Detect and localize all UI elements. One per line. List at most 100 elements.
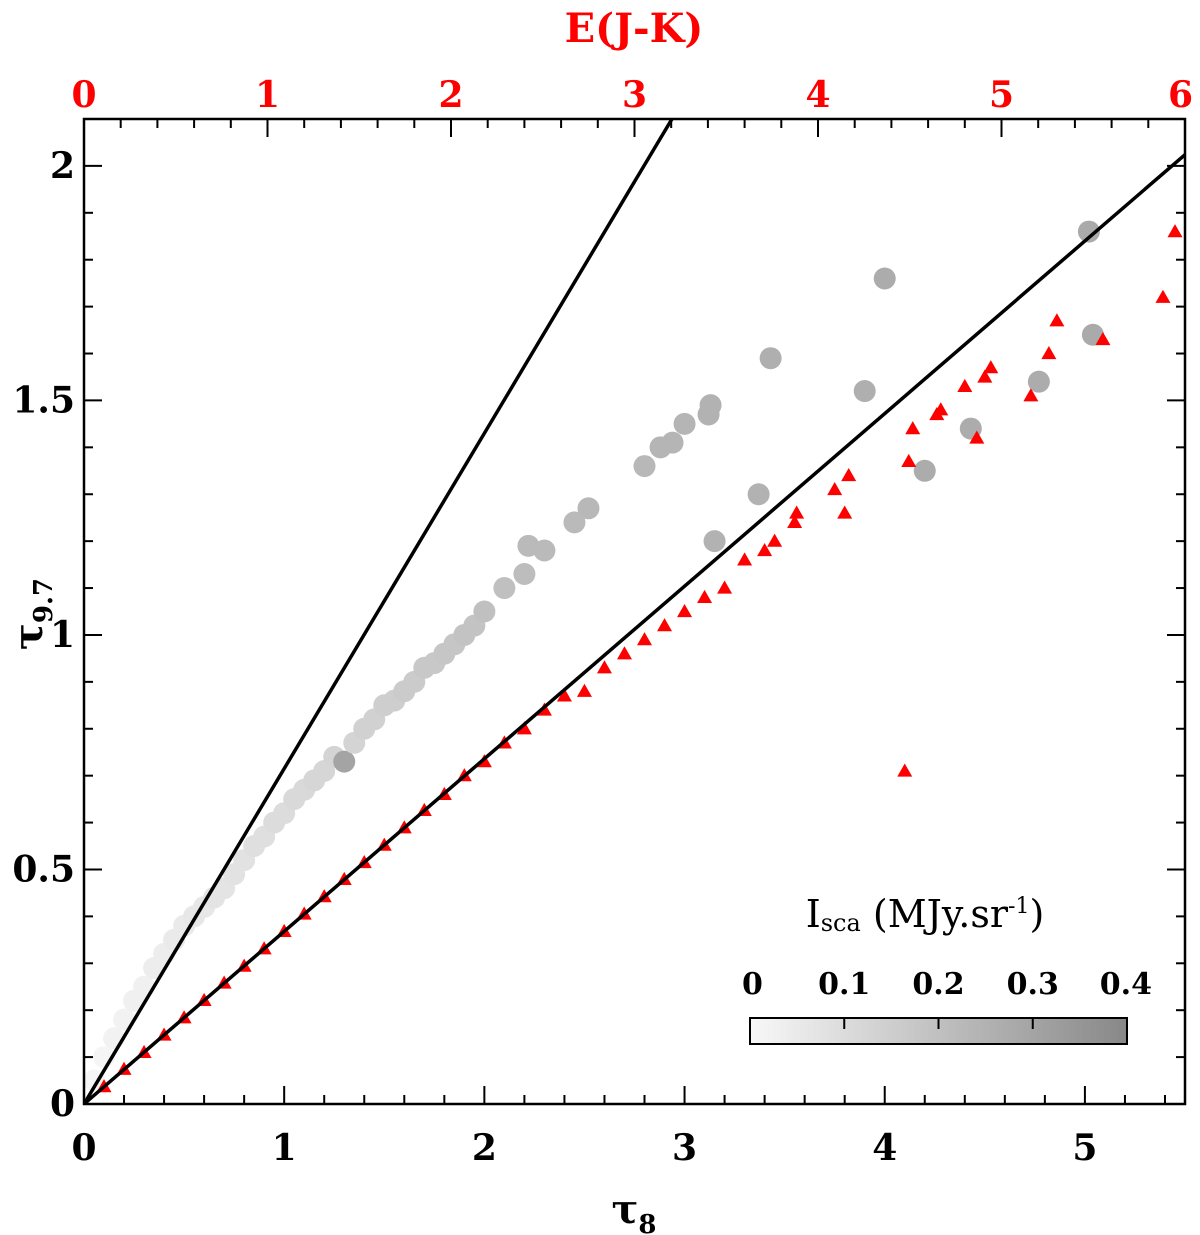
data-point-circle [473, 600, 496, 623]
data-point-circle [533, 539, 556, 562]
axis-ticks [83, 118, 1186, 1105]
data-point-triangle [841, 467, 857, 482]
y-tick-label: 1 [50, 614, 75, 656]
top-x-tick-label: 4 [805, 74, 830, 116]
triangle-series [96, 224, 1183, 1093]
data-point-triangle [933, 402, 949, 416]
colorbar-tick-label: 0.2 [912, 967, 964, 1002]
data-point-circle [513, 562, 536, 585]
y-tick-labels: 0 0.5 1 1.5 2 [12, 145, 75, 1125]
data-point-triangle [516, 721, 532, 735]
colorbar-title-unit-sup: -1 [1008, 894, 1029, 919]
data-point-circle [699, 394, 722, 417]
top-x-tick-label: 2 [438, 74, 463, 116]
data-point-triangle [767, 533, 783, 547]
data-point-triangle [717, 580, 733, 594]
y-tick-label: 0 [50, 1083, 75, 1125]
colorbar-tick-label: 0.3 [1007, 967, 1059, 1002]
y-axis-title-main: τ [5, 623, 52, 650]
data-point-triangle [827, 482, 843, 496]
colorbar-title-main: I [806, 892, 821, 936]
bottom-x-tick-labels: 0 1 2 3 4 5 [71, 1127, 1097, 1169]
y-tick-label: 2 [50, 145, 75, 187]
colorbar-tick-label: 0.4 [1100, 967, 1152, 1002]
data-point-triangle [677, 604, 693, 618]
data-point-circle [873, 267, 896, 290]
x-axis-title-main: τ [611, 1186, 638, 1233]
plot-frame [82, 117, 1187, 1106]
colorbar-title-unit-suffix: ) [1029, 892, 1044, 936]
data-point-triangle [737, 552, 753, 566]
data-point-triangle [576, 683, 592, 697]
colorbar-title-sub: sca [821, 909, 861, 937]
x-tick-label: 2 [472, 1127, 497, 1169]
data-point-triangle [837, 505, 853, 519]
y-axis-title-sub: 9.7 [29, 578, 59, 623]
colorbar-tick-label: 0.1 [818, 967, 870, 1002]
data-point-circle [853, 380, 876, 403]
data-point-triangle [1095, 331, 1111, 346]
x-tick-label: 5 [1072, 1127, 1097, 1169]
x-tick-label: 3 [672, 1127, 697, 1169]
data-point-triangle [897, 763, 913, 777]
data-point-triangle [556, 688, 572, 702]
data-point-triangle [1155, 289, 1171, 303]
data-point-circle [913, 459, 936, 482]
top-x-tick-label: 1 [255, 74, 280, 116]
y-tick-label: 1.5 [12, 379, 75, 421]
x-tick-label: 1 [272, 1127, 297, 1169]
data-point-triangle [1023, 388, 1039, 402]
data-point-circle [133, 975, 156, 998]
colorbar-ticks: 0 0.1 0.2 0.3 0.4 [742, 967, 1152, 1029]
y-tick-label: 0.5 [12, 848, 75, 890]
data-point-circle [563, 511, 586, 534]
data-point-circle [673, 412, 696, 435]
data-point-circle [661, 431, 684, 454]
data-point-triangle [787, 514, 803, 529]
data-point-triangle [637, 632, 653, 646]
data-point-circle [747, 483, 770, 506]
data-point-circle [577, 497, 600, 520]
top-x-tick-label: 0 [71, 74, 96, 116]
x-axis-title: τ8 [611, 1186, 656, 1235]
data-point-triangle [1041, 346, 1057, 360]
data-point-circle [1027, 370, 1050, 393]
x-tick-label: 0 [71, 1127, 96, 1169]
steep-line [84, 119, 674, 1104]
data-point-triangle [789, 505, 805, 519]
circle-series [84, 220, 1104, 1092]
y-axis-title: τ9.7 [5, 578, 59, 650]
shallow-line [84, 152, 1185, 1104]
data-point-triangle [757, 543, 773, 557]
colorbar-legend: Isca (MJy.sr-1) 0 0.1 0.2 0.3 0.4 [742, 892, 1152, 1045]
data-point-triangle [1049, 313, 1065, 327]
data-point-triangle [901, 453, 917, 468]
data-point-triangle [983, 360, 999, 374]
data-point-triangle [957, 378, 973, 392]
data-point-triangle [657, 618, 673, 632]
data-point-circle [333, 750, 356, 773]
data-point-triangle [1167, 224, 1183, 238]
data-point-triangle [596, 660, 612, 674]
data-point-circle [703, 530, 726, 553]
colorbar-title: Isca (MJy.sr-1) [806, 892, 1045, 937]
data-point-circle [1077, 220, 1100, 243]
top-x-axis-title: E(J-K) [565, 5, 704, 52]
top-x-tick-label: 5 [989, 74, 1014, 116]
data-point-triangle [697, 589, 713, 604]
top-x-tick-label: 3 [622, 74, 647, 116]
colorbar-tick-label: 0 [742, 967, 763, 1002]
data-point-circle [759, 347, 782, 370]
data-point-triangle [905, 421, 921, 435]
x-tick-label: 4 [872, 1127, 897, 1169]
data-point-triangle [969, 430, 985, 444]
data-point-triangle [977, 369, 993, 383]
data-point-triangle [616, 646, 632, 660]
data-point-circle [493, 577, 516, 600]
data-point-circle [633, 455, 656, 478]
colorbar-title-unit-prefix: (MJy.sr [861, 892, 1009, 936]
x-axis-title-sub: 8 [638, 1210, 656, 1235]
top-x-tick-label: 6 [1168, 74, 1193, 116]
reference-lines [84, 119, 1185, 1104]
